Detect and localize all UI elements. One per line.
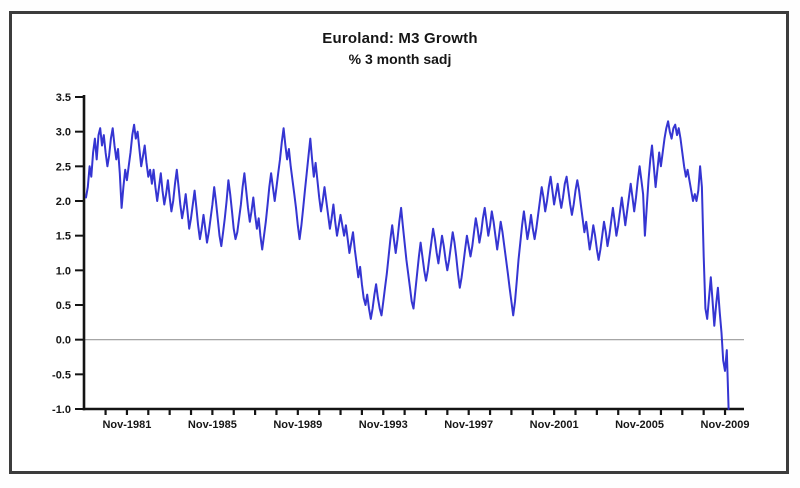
y-tick-label: -0.5	[52, 369, 71, 381]
y-tick-label: 0.0	[56, 335, 71, 347]
y-tick-label: 1.5	[56, 231, 71, 243]
x-tick-label: Nov-2001	[530, 419, 579, 431]
y-tick-label: 3.5	[56, 92, 71, 104]
y-tick-label: 1.0	[56, 265, 71, 277]
x-tick-label: Nov-1981	[102, 419, 151, 431]
x-tick-label: Nov-2009	[701, 419, 750, 431]
chart-outer-border	[9, 11, 789, 474]
chart-title-block: Euroland: M3 Growth % 3 month sadj	[0, 30, 800, 67]
y-tick-label: 2.5	[56, 161, 71, 173]
y-tick-label: -1.0	[52, 404, 71, 416]
chart-title: Euroland: M3 Growth	[322, 30, 478, 47]
y-tick-label: 0.5	[56, 300, 71, 312]
y-tick-label: 3.0	[56, 127, 71, 139]
x-tick-label: Nov-2005	[615, 419, 664, 431]
x-tick-label: Nov-1997	[444, 419, 493, 431]
x-tick-label: Nov-1993	[359, 419, 408, 431]
x-tick-label: Nov-1989	[273, 419, 322, 431]
m3-growth-line	[85, 120, 730, 410]
y-tick-label: 2.0	[56, 196, 71, 208]
chart-subtitle: % 3 month sadj	[348, 51, 452, 67]
x-tick-label: Nov-1985	[188, 419, 237, 431]
